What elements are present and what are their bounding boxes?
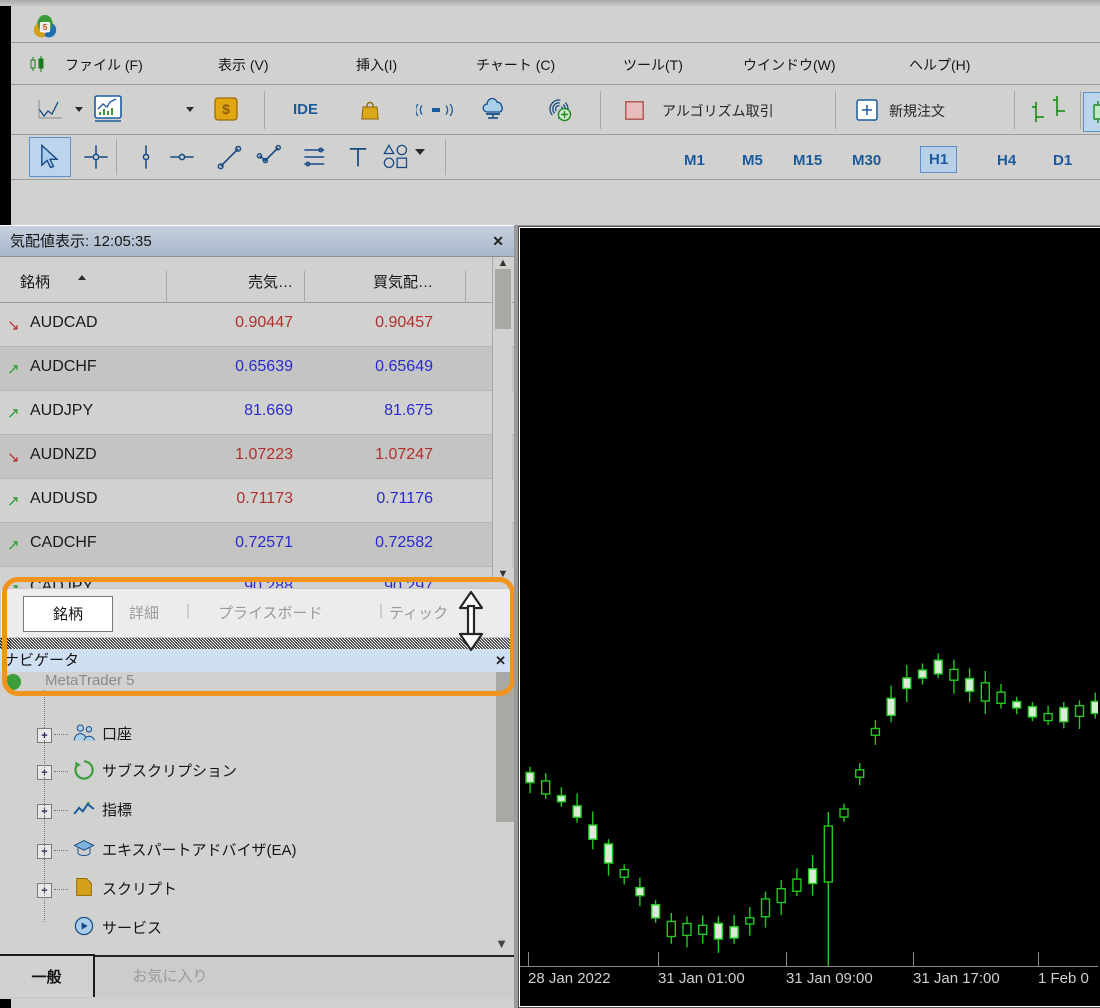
svg-text:$: $ bbox=[222, 101, 230, 117]
svg-text:5: 5 bbox=[43, 22, 48, 32]
